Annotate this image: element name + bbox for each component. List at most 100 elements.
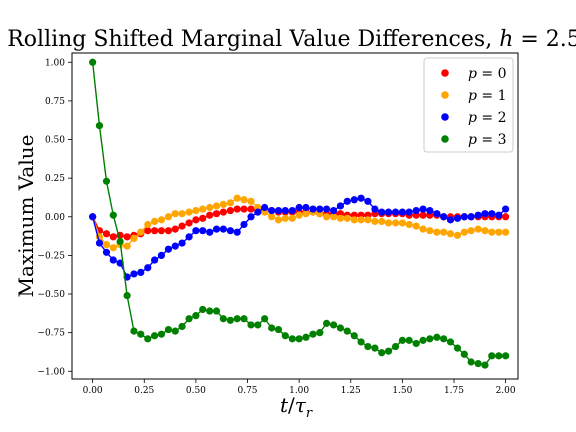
x-tick-label: 1.50: [392, 386, 412, 396]
data-point: [502, 213, 510, 221]
data-point: [192, 216, 200, 224]
data-point: [302, 333, 310, 341]
data-point: [495, 228, 503, 236]
data-point: [150, 332, 159, 340]
data-point: [233, 205, 241, 213]
data-point: [137, 268, 145, 276]
data-point: [137, 330, 145, 338]
data-point: [247, 321, 255, 329]
data-point: [378, 349, 386, 357]
legend-label-variable: p: [468, 110, 477, 126]
data-point: [295, 203, 303, 212]
data-point: [281, 206, 289, 215]
data-point: [460, 213, 468, 221]
data-point: [254, 208, 262, 216]
data-point: [281, 214, 289, 222]
x-axis-label-tau: τ: [295, 393, 307, 417]
data-point: [398, 336, 406, 344]
data-point: [446, 338, 455, 346]
data-point: [247, 197, 255, 205]
x-tick-label: 0.50: [186, 386, 206, 396]
data-point: [433, 333, 441, 341]
data-point: [178, 210, 186, 218]
data-point: [95, 122, 104, 130]
y-tick-label: 0.75: [45, 97, 65, 107]
legend-label: p = 2: [468, 110, 507, 126]
data-point: [419, 336, 427, 344]
data-point: [254, 321, 262, 329]
data-point: [453, 231, 462, 239]
data-point: [89, 58, 97, 66]
data-point: [247, 213, 255, 221]
data-point: [178, 239, 186, 247]
data-point: [467, 213, 475, 221]
legend-marker: [441, 91, 449, 99]
data-point: [89, 213, 97, 221]
data-point: [226, 206, 234, 215]
data-point: [391, 208, 400, 216]
data-point: [378, 217, 386, 226]
data-point: [116, 237, 124, 246]
data-point: [419, 211, 427, 219]
data-point: [164, 227, 173, 235]
data-point: [502, 352, 510, 360]
legend-marker: [441, 135, 449, 143]
data-point: [446, 230, 455, 238]
data-point: [109, 244, 117, 252]
data-point: [192, 206, 200, 215]
legend-label: p = 1: [468, 88, 507, 104]
data-point: [109, 211, 117, 219]
y-tick-label: −0.75: [37, 329, 65, 339]
data-point: [412, 206, 420, 215]
x-tick-label: 0.75: [237, 386, 257, 396]
data-point: [185, 233, 193, 241]
plot-series: [89, 58, 510, 369]
data-point: [502, 205, 510, 213]
data-point: [440, 213, 448, 221]
data-point: [316, 329, 324, 337]
data-point: [199, 205, 207, 213]
data-point: [109, 256, 117, 264]
data-point: [364, 216, 372, 224]
data-point: [322, 319, 331, 327]
x-axis-label-slash: /: [288, 393, 295, 417]
data-point: [212, 307, 221, 315]
data-point: [481, 227, 489, 235]
y-tick-label: 0.50: [45, 136, 65, 146]
data-point: [185, 219, 193, 227]
data-point: [302, 203, 310, 212]
data-point: [157, 227, 166, 235]
x-tick-label: 2.00: [496, 386, 516, 396]
data-point: [398, 208, 406, 216]
data-point: [102, 230, 111, 238]
data-point: [336, 214, 345, 222]
data-point: [440, 335, 448, 343]
legend-marker: [441, 113, 449, 121]
data-point: [171, 327, 179, 335]
data-point: [219, 225, 227, 233]
data-point: [309, 205, 317, 213]
data-point: [274, 216, 283, 224]
data-point: [157, 330, 166, 338]
legend-label-value: = 1: [477, 88, 507, 104]
data-point: [336, 324, 345, 332]
series-2: [89, 194, 510, 281]
data-point: [137, 228, 145, 236]
data-point: [405, 336, 413, 344]
data-point: [343, 214, 351, 222]
data-point: [130, 270, 138, 278]
data-point: [357, 338, 365, 346]
legend-label: p = 0: [468, 66, 507, 82]
data-point: [233, 194, 241, 202]
x-tick-label: 0.25: [134, 386, 154, 396]
data-point: [495, 211, 503, 219]
data-point: [460, 228, 468, 236]
x-tick-label: 1.75: [444, 386, 464, 396]
data-point: [502, 228, 510, 236]
data-point: [130, 327, 138, 335]
data-point: [288, 206, 296, 215]
data-point: [226, 227, 234, 235]
data-point: [384, 219, 393, 227]
y-axis-label: Maximum Value: [14, 135, 38, 298]
